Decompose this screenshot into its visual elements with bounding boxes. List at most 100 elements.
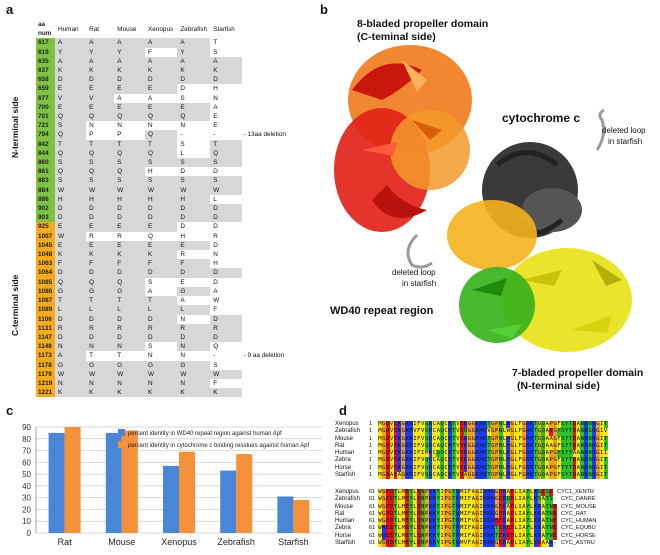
residue-cell: W bbox=[54, 185, 87, 195]
residue-cell: G bbox=[177, 286, 211, 297]
residue-cell: R bbox=[145, 323, 178, 333]
table-row: 635 A A A A A A bbox=[36, 56, 306, 67]
table-row: 842 T T T T S T bbox=[36, 139, 306, 149]
residue-cell: G bbox=[54, 360, 87, 370]
sequence-start: 61 bbox=[369, 518, 376, 525]
deletion-note bbox=[242, 278, 306, 287]
deletion-note bbox=[242, 121, 306, 130]
residue-cell: S bbox=[145, 158, 178, 168]
label-loop-left-1: deleted loop bbox=[392, 268, 436, 277]
residue-cell: Q bbox=[210, 148, 242, 159]
species-name: Human bbox=[335, 450, 355, 457]
residue-cell: R bbox=[117, 232, 122, 240]
residue-cell: S bbox=[210, 176, 242, 186]
sequence-row: Starfish 1 M G D A E A G K K I F V Q K C A Q C H T V E A G G K H K T G P… bbox=[335, 472, 608, 480]
species-name: Rat bbox=[335, 510, 345, 517]
residue-cell: D bbox=[114, 213, 145, 223]
residue-cell: A bbox=[177, 38, 211, 48]
residue-cell: D bbox=[86, 332, 115, 343]
c-terminal-side-label: C-terminal side bbox=[10, 274, 20, 336]
residue-cell: N bbox=[180, 352, 186, 360]
residue-cell: S bbox=[54, 121, 87, 131]
residue-cell: K bbox=[54, 250, 87, 260]
uniprot-id: CYC_EQUBU bbox=[560, 525, 596, 532]
residue-number: 925 bbox=[36, 222, 55, 232]
sequence-start: 1 bbox=[369, 450, 373, 457]
residue-cell: F bbox=[54, 259, 87, 269]
residue-cell: G bbox=[177, 360, 211, 370]
residue-cell: K bbox=[145, 66, 178, 76]
table-row: 1007 W R R Q H R bbox=[36, 231, 306, 241]
residue-cell: Q bbox=[54, 148, 87, 159]
residue-cell: N bbox=[54, 342, 87, 352]
residue-cell: Q bbox=[54, 167, 87, 177]
residue-cell: G bbox=[114, 286, 145, 297]
residue-cell: - bbox=[213, 352, 216, 360]
sequence-row: Starfish 61 W G E D T L M E Y L E N P K K Y I P G T K M V F A G I K K K… bbox=[335, 540, 596, 548]
residue-cell: A bbox=[86, 38, 115, 48]
sequence-row: Human 1 M G D V E K G K K I F I M K C S Q C H T V E K G G K H K T G P N L H… bbox=[335, 450, 608, 458]
residue-cell: E bbox=[114, 84, 145, 94]
residue-cell: T bbox=[89, 352, 93, 360]
panel-c-bar-chart: c 0 10 20 30 40 50 60 70 80 90 Rat Mouse Xenopus Zebr… bbox=[0, 403, 330, 555]
residue-cell: F bbox=[177, 259, 211, 269]
column-header: Zebrafish bbox=[177, 20, 211, 39]
uniprot-id: CYC_ASTRU bbox=[560, 540, 595, 547]
sequence-start: 61 bbox=[369, 525, 376, 532]
deletion-note bbox=[242, 213, 306, 222]
alignment-block-1: Xenopus 1 M G D V E K G K K I F V Q K C A Q C H T V E K G G K H K T G P N… bbox=[335, 421, 608, 480]
residue-cell: N bbox=[177, 342, 211, 352]
sequence-start: 1 bbox=[369, 464, 373, 471]
residue-cell: D bbox=[114, 204, 145, 214]
column-header: Rat bbox=[86, 20, 115, 39]
residue-number: 677 bbox=[36, 93, 55, 103]
table-row: 844 Q Q Q Q L Q bbox=[36, 148, 306, 159]
residue-cell: W bbox=[114, 185, 145, 195]
sequence-start: 61 bbox=[369, 503, 376, 510]
bar-wd40 bbox=[48, 432, 65, 533]
residue-cell: A bbox=[114, 56, 145, 67]
deletion-note bbox=[242, 75, 306, 84]
table-row: 1086 G G G A G A bbox=[36, 286, 306, 297]
residue-number: 1086 bbox=[36, 286, 55, 297]
sequence-row: Horse 61 W K E E T L M E Y L E N P K K Y I P G T K M I F A G I K K K T E R… bbox=[335, 532, 596, 541]
deletion-note: - 9 aa deletion bbox=[243, 352, 285, 360]
residue-cell: F bbox=[86, 259, 115, 269]
deletion-note bbox=[242, 176, 306, 185]
residue-cell: W bbox=[114, 369, 145, 379]
residue-cell: A bbox=[213, 287, 218, 295]
table-row: 1064 D D D D D D bbox=[36, 268, 306, 278]
residue-cell: S bbox=[54, 158, 87, 168]
bar-cytc bbox=[121, 430, 138, 533]
residue-number: 902 bbox=[36, 204, 55, 214]
deletion-note bbox=[242, 94, 306, 103]
residue-cell: L bbox=[54, 305, 87, 315]
residue-cell: Q bbox=[86, 112, 115, 122]
column-header: Starfish bbox=[210, 20, 242, 39]
residue-cell: H bbox=[148, 168, 153, 176]
residue-cell: A bbox=[148, 94, 153, 102]
residue-cell: T bbox=[86, 139, 115, 149]
panel-a-alignment-table: a aa num Human Rat Mouse Xenopus Zebrafish Sta… bbox=[6, 2, 306, 406]
sequence-row: Xenopus 1 M G D V E K G K K I F V Q K C A Q C H T V E K G G K H K T G P N… bbox=[335, 421, 608, 429]
residue-cell: A bbox=[213, 103, 218, 111]
residue-cell: F bbox=[145, 259, 178, 269]
table-row: 1219 N N N N N F bbox=[36, 378, 306, 389]
alignment-block-2: Xenopus 61 W G E D T L M E Y L E N P K K Y I P G T K M I F A G I K K K G… bbox=[335, 489, 596, 548]
residue-cell: Q bbox=[86, 277, 115, 287]
residue-cell: E bbox=[114, 240, 145, 251]
label-loop-right-2: in starfish bbox=[608, 137, 643, 146]
residue-cell: V bbox=[86, 93, 115, 103]
x-tick-label: Rat bbox=[58, 537, 73, 547]
y-tick-label: 60 bbox=[22, 458, 31, 467]
residue-cell: R bbox=[89, 232, 94, 240]
residue-cell: Y bbox=[114, 47, 145, 57]
uniprot-id: CYC_HORSE bbox=[560, 532, 596, 539]
bar-wd40 bbox=[277, 496, 294, 533]
residue-number: 903 bbox=[36, 213, 55, 223]
species-name: Mouse bbox=[335, 435, 354, 442]
residue-cell: D bbox=[213, 241, 218, 249]
panel-letter-c: c bbox=[6, 403, 14, 418]
